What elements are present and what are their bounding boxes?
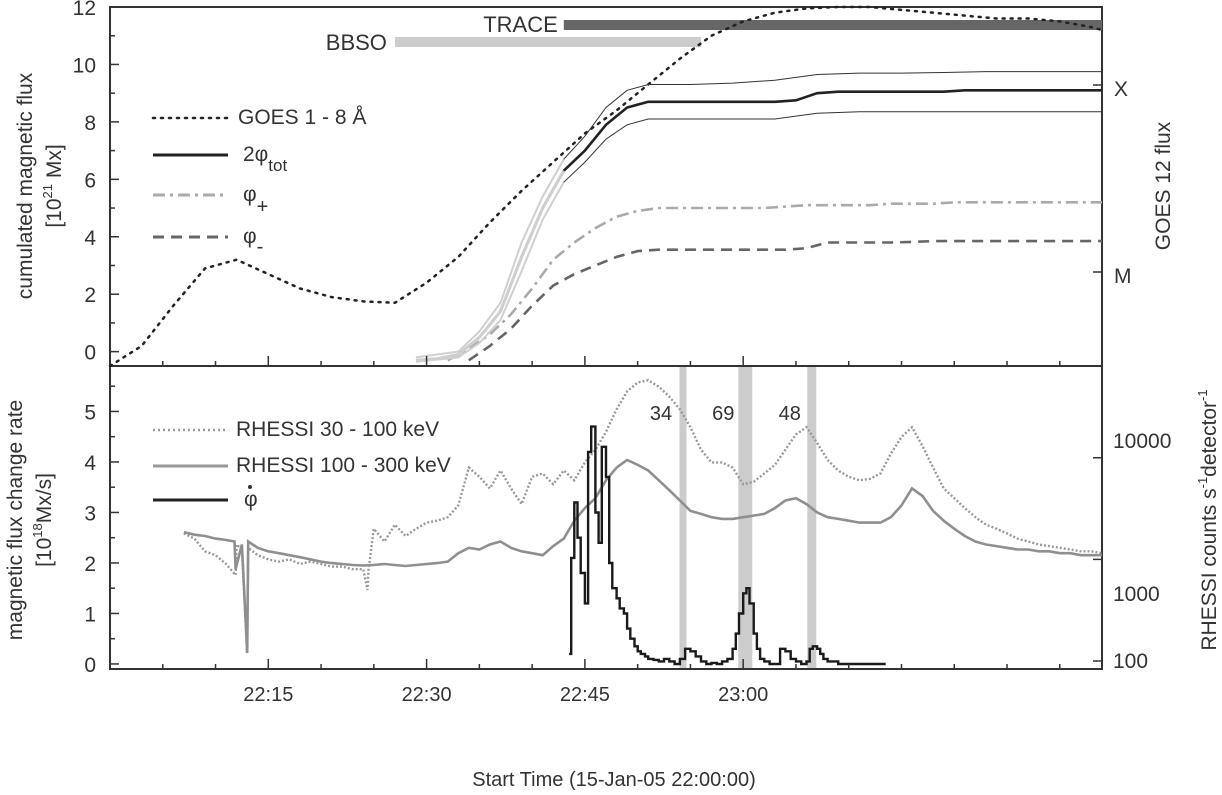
- rhessi-tick-label: 1000: [1113, 583, 1160, 606]
- bottom-y-axis-label-unit: [1018Mx/s]: [30, 473, 56, 567]
- rhessi-tick-label: 100: [1113, 650, 1148, 673]
- y-tick-label: 5: [84, 401, 96, 424]
- legend-label-phi-tot: 2φtot: [243, 143, 287, 175]
- y-tick-label: 12: [73, 0, 96, 20]
- x-tick-label: 23:00: [718, 684, 768, 706]
- legend-label-phi-dot: φ: [244, 488, 258, 511]
- y-tick-label: 2: [84, 284, 96, 307]
- rhessi-30-100-line: [183, 378, 1103, 654]
- bottom-plot-frame: [109, 365, 1103, 670]
- early-flux-segment: [415, 158, 565, 359]
- y-tick-label: 0: [84, 342, 96, 365]
- rhessi-tick-label: 10000: [1113, 430, 1171, 453]
- y-tick-label: 2: [84, 553, 96, 576]
- bottom-right-axis-label: RHESSI counts s-1detector-1: [1195, 389, 1221, 650]
- y-tick-label: 4: [84, 452, 96, 475]
- highlight-band-34: [679, 367, 687, 668]
- trace-bar-label: TRACE: [483, 12, 558, 37]
- y-tick-label: 8: [84, 112, 96, 135]
- phi-dot-line: [569, 425, 886, 666]
- bbso-coverage-bar: [394, 37, 701, 47]
- phi-dot-accent: [248, 485, 252, 489]
- y-tick-label: 6: [84, 169, 96, 192]
- x-tick-label: 22:45: [560, 684, 610, 706]
- event-highlights: 34 69 48: [650, 367, 817, 668]
- legend-label-rhessi-30-100: RHESSI 30 - 100 keV: [236, 418, 439, 441]
- highlight-label: 69: [712, 403, 734, 425]
- top-y-axis-label: cumulated magnetic flux [1021 Mx]: [14, 72, 66, 299]
- top-right-axis-label: GOES 12 flux: [1152, 121, 1175, 250]
- y-tick-label: 1: [84, 603, 96, 626]
- bottom-series-group: [183, 378, 1103, 666]
- y-tick-label: 3: [84, 502, 96, 525]
- phi-tot-upper-line: [415, 71, 1102, 358]
- goes-class-m-label: M: [1114, 265, 1132, 288]
- top-y-axis-label-unit: [1021 Mx]: [40, 144, 66, 227]
- legend-label-phi-plus: φ+: [243, 183, 268, 218]
- legend-label-goes: GOES 1 - 8 Å: [238, 106, 366, 129]
- bottom-y-tick-labels: 0 1 2 3 4 5: [84, 401, 96, 677]
- rhessi-100-300-line: [183, 458, 1102, 654]
- trace-coverage-bar: [563, 20, 1102, 30]
- goes-flux-line: [108, 5, 1104, 368]
- top-y-tick-labels: 0 2 4 6 8 10 12: [73, 0, 97, 365]
- x-axis-label: Start Time (15-Jan-05 22:00:00): [472, 769, 755, 791]
- y-tick-label: 4: [84, 227, 96, 250]
- bottom-legend: RHESSI 30 - 100 keV RHESSI 100 - 300 keV…: [153, 418, 451, 511]
- bottom-y-axis-label: magnetic flux change rate [1018Mx/s]: [4, 400, 56, 640]
- y-tick-label: 10: [73, 54, 96, 77]
- top-series-group: [108, 5, 1104, 368]
- phi-tot-lower-line: [415, 111, 1102, 363]
- phi-minus-line: [468, 239, 1102, 362]
- top-legend: GOES 1 - 8 Å 2φtot φ+ φ-: [151, 106, 366, 258]
- legend-label-rhessi-100-300: RHESSI 100 - 300 keV: [236, 454, 451, 477]
- phi-plus-line: [447, 201, 1102, 362]
- top-plot-frame: [109, 6, 1103, 367]
- y-tick-label: 0: [84, 654, 96, 677]
- x-tick-label: 22:15: [243, 684, 293, 706]
- x-tick-labels: 22:15 22:30 22:45 23:00: [243, 684, 768, 706]
- early-flux-segment: [415, 169, 566, 362]
- axis-ticks: [110, 6, 1102, 669]
- legend-label-phi-minus: φ-: [243, 225, 263, 258]
- goes-class-x-label: X: [1114, 78, 1128, 101]
- bottom-y-axis-label-line1: magnetic flux change rate: [4, 400, 27, 640]
- early-flux-segment: [415, 181, 565, 363]
- highlight-band-48: [807, 367, 817, 668]
- x-tick-label: 22:30: [402, 684, 452, 706]
- top-y-axis-label-line1: cumulated magnetic flux: [14, 72, 37, 299]
- highlight-label: 34: [650, 403, 672, 425]
- highlight-label: 48: [779, 403, 801, 425]
- bbso-bar-label: BBSO: [326, 30, 387, 55]
- instrument-bars: TRACE BBSO: [326, 12, 1102, 55]
